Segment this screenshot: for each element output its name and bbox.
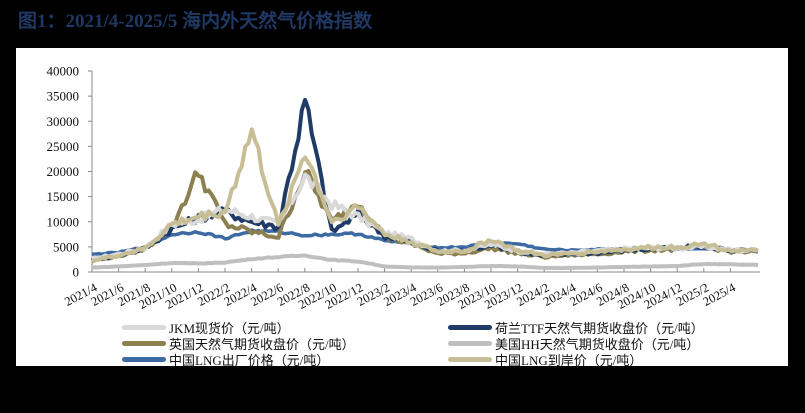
y-tick-label: 5000 <box>53 239 79 254</box>
series-line <box>91 127 759 264</box>
legend-swatch-icon <box>448 324 492 330</box>
legend-label: 中国LNG到岸价（元/吨） <box>495 352 643 368</box>
series-line <box>91 253 759 271</box>
legend-item-uk-gas: 英国天然气期货收盘价（元/吨） <box>122 335 355 352</box>
chart-title: 图1：2021/4-2025/5 海内外天然气价格指数 <box>18 11 373 32</box>
y-tick-label: 20000 <box>47 164 80 179</box>
legend-label: 中国LNG出厂价格（元/吨） <box>169 352 330 368</box>
y-tick-label: 25000 <box>47 139 80 154</box>
y-tick-label: 40000 <box>47 64 80 79</box>
y-tick-label: 0 <box>73 265 80 280</box>
legend-swatch-icon <box>122 340 166 346</box>
legend-swatch-icon <box>122 324 166 330</box>
legend-label: 荷兰TTF天然气期货收盘价（元/吨） <box>495 320 704 336</box>
legend-label: JKM现货价（元/吨） <box>169 320 290 336</box>
legend-swatch-icon <box>122 356 166 362</box>
line-chart: 0 5000 10000 15000 20000 25000 30000 35000 40000… <box>47 64 760 312</box>
legend-swatch-icon <box>448 356 492 362</box>
y-tick-label: 35000 <box>47 89 80 104</box>
y-tick-label: 15000 <box>47 189 80 204</box>
legend-item-hh: 美国HH天然气期货收盘价（元/吨） <box>448 335 700 352</box>
chart-panel: 0 5000 10000 15000 20000 25000 30000 35000 40000… <box>16 48 788 368</box>
y-tick-label: 30000 <box>47 114 80 129</box>
legend-item-lng-factory: 中国LNG出厂价格（元/吨） <box>122 351 330 368</box>
legend-item-lng-import: 中国LNG到岸价（元/吨） <box>448 351 643 368</box>
legend-label: 美国HH天然气期货收盘价（元/吨） <box>495 336 700 352</box>
legend-label: 英国天然气期货收盘价（元/吨） <box>169 336 355 352</box>
y-tick-label: 10000 <box>47 214 80 229</box>
legend-item-jkm: JKM现货价（元/吨） <box>122 319 290 336</box>
legend-item-ttf: 荷兰TTF天然气期货收盘价（元/吨） <box>448 319 704 336</box>
legend-swatch-icon <box>448 340 492 346</box>
